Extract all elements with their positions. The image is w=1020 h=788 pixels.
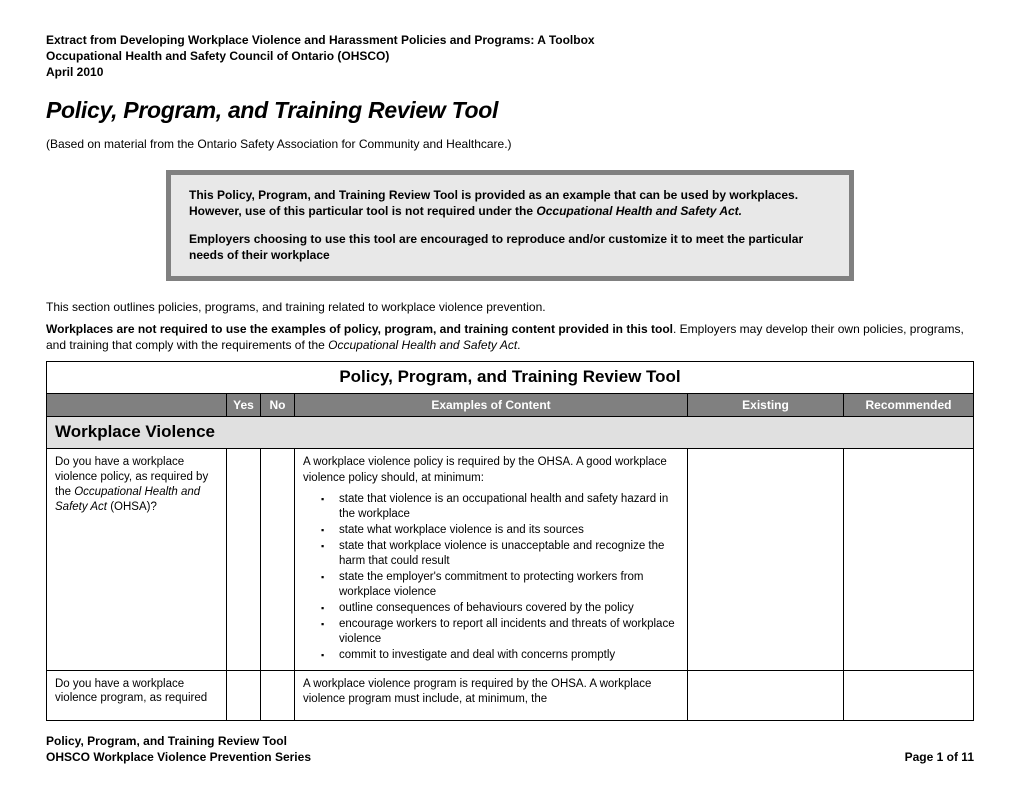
header-extract-line: Extract from Developing Workplace Violen… xyxy=(46,32,974,48)
q2-text: Do you have a workplace violence program… xyxy=(55,677,218,707)
table-row: Do you have a workplace violence policy,… xyxy=(47,449,974,670)
note-bold: Workplaces are not required to use the e… xyxy=(46,322,673,336)
header-date-line: April 2010 xyxy=(46,64,974,80)
q1-text-b: (OHSA)? xyxy=(107,501,157,513)
callout-paragraph-1: This Policy, Program, and Training Revie… xyxy=(189,187,831,219)
existing-cell-2[interactable] xyxy=(688,670,844,720)
list-item: commit to investigate and deal with conc… xyxy=(321,648,679,663)
page-footer: Policy, Program, and Training Review Too… xyxy=(46,733,974,765)
table-header-row: Yes No Examples of Content Existing Reco… xyxy=(47,394,974,417)
list-item: state the employer's commitment to prote… xyxy=(321,570,679,600)
callout-act-name: Occupational Health and Safety Act. xyxy=(536,204,742,218)
footer-title: Policy, Program, and Training Review Too… xyxy=(46,733,974,749)
section-label: Workplace Violence xyxy=(47,417,974,449)
header-org-line: Occupational Health and Safety Council o… xyxy=(46,48,974,64)
content-intro-2: A workplace violence program is required… xyxy=(303,677,679,708)
table-row: Do you have a workplace violence program… xyxy=(47,670,974,720)
section-intro: This section outlines policies, programs… xyxy=(46,299,974,315)
content-intro-1: A workplace violence policy is required … xyxy=(303,455,679,486)
content-cell-2: A workplace violence program is required… xyxy=(295,670,688,720)
review-table: Policy, Program, and Training Review Too… xyxy=(46,361,974,720)
note-italic: Occupational Health and Safety Act xyxy=(328,338,517,352)
page-subtitle: (Based on material from the Ontario Safe… xyxy=(46,136,974,152)
content-cell-1: A workplace violence policy is required … xyxy=(295,449,688,670)
note-rest-b: . xyxy=(517,338,520,352)
callout-box: This Policy, Program, and Training Revie… xyxy=(166,170,854,281)
callout-paragraph-2: Employers choosing to use this tool are … xyxy=(189,231,831,263)
list-item: encourage workers to report all incident… xyxy=(321,617,679,647)
section-note: Workplaces are not required to use the e… xyxy=(46,321,974,353)
table-title-row: Policy, Program, and Training Review Too… xyxy=(47,362,974,394)
table-title-cell: Policy, Program, and Training Review Too… xyxy=(47,362,974,394)
no-cell-2[interactable] xyxy=(261,670,295,720)
no-cell-1[interactable] xyxy=(261,449,295,670)
page-title: Policy, Program, and Training Review Too… xyxy=(46,95,974,126)
question-cell-2: Do you have a workplace violence program… xyxy=(47,670,227,720)
existing-cell-1[interactable] xyxy=(688,449,844,670)
section-row-workplace-violence: Workplace Violence xyxy=(47,417,974,449)
recommended-cell-2[interactable] xyxy=(844,670,974,720)
header-existing: Existing xyxy=(688,394,844,417)
yes-cell-1[interactable] xyxy=(227,449,261,670)
yes-cell-2[interactable] xyxy=(227,670,261,720)
footer-page-number: Page 1 of 11 xyxy=(905,749,974,765)
header-recommended: Recommended xyxy=(844,394,974,417)
footer-series: OHSCO Workplace Violence Prevention Seri… xyxy=(46,749,311,765)
list-item: state what workplace violence is and its… xyxy=(321,523,679,538)
question-cell-1: Do you have a workplace violence policy,… xyxy=(47,449,227,670)
recommended-cell-1[interactable] xyxy=(844,449,974,670)
list-item: state that violence is an occupational h… xyxy=(321,492,679,522)
list-item: outline consequences of behaviours cover… xyxy=(321,601,679,616)
header-no: No xyxy=(261,394,295,417)
header-yes: Yes xyxy=(227,394,261,417)
header-content: Examples of Content xyxy=(295,394,688,417)
header-blank xyxy=(47,394,227,417)
list-item: state that workplace violence is unaccep… xyxy=(321,539,679,569)
content-list-1: state that violence is an occupational h… xyxy=(303,492,679,662)
